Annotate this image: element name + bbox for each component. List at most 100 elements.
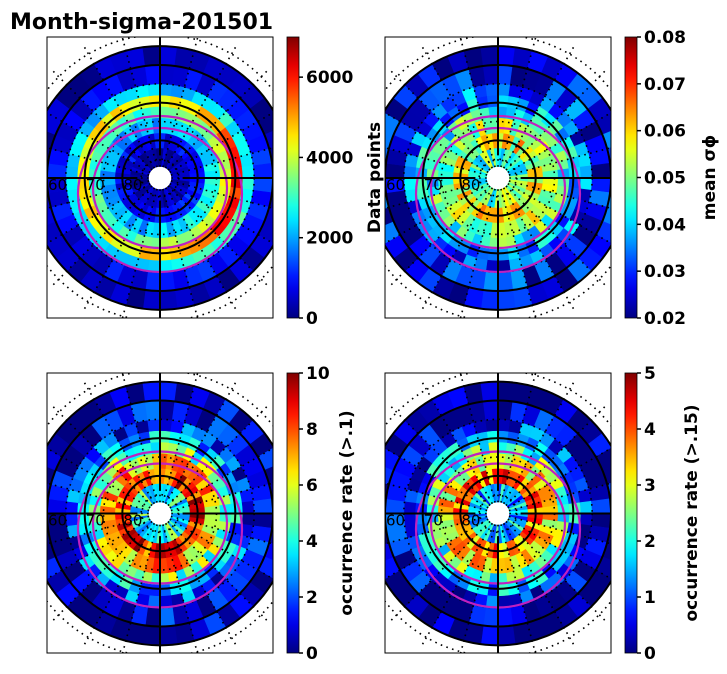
heatmap-cell — [480, 625, 499, 646]
heatmap-cell — [241, 165, 255, 179]
heatmap-cell — [497, 381, 516, 402]
lat-label-60: 60 — [386, 512, 405, 530]
panel-bottom-left: 60 70 80 0 2 4 6 8 10 occurrence rate (>.1) — [46, 364, 357, 664]
heatmap-cell — [159, 271, 176, 292]
heatmap-cell — [497, 419, 511, 432]
lat-label-80: 80 — [461, 512, 480, 530]
dotted-lat-circle — [478, 158, 518, 198]
heatmap-cell — [241, 500, 255, 514]
heatmap-cell — [485, 83, 499, 97]
heatmap-cell — [65, 500, 79, 514]
pole-hole — [148, 166, 172, 190]
heatmap-cell — [241, 513, 255, 527]
colorbar-tick-label: 0.08 — [644, 28, 686, 48]
pole-hole — [148, 502, 172, 525]
colorbar-tick-label: 10 — [306, 364, 330, 384]
heatmap-cell — [385, 513, 387, 529]
heatmap-cell — [403, 177, 417, 191]
heatmap-cell — [482, 400, 499, 421]
heatmap-cell — [497, 94, 510, 108]
colorbar-tick-label: 4000 — [306, 148, 353, 168]
heatmap-cell — [497, 430, 510, 443]
heatmap-cell — [485, 419, 499, 432]
heatmap-cell — [65, 165, 79, 179]
heatmap-cell — [497, 271, 514, 292]
lat-label-70: 70 — [86, 512, 105, 530]
colorbar — [624, 372, 638, 654]
colorbar — [286, 372, 300, 654]
polar-plot: 60 70 80 — [47, 37, 273, 318]
colorbar-tick-label: 0 — [644, 644, 656, 664]
heatmap-cell — [403, 165, 417, 179]
heatmap-cell — [142, 625, 161, 646]
heatmap-cell — [159, 419, 173, 432]
heatmap-cell — [497, 289, 516, 311]
heatmap-cell — [144, 64, 161, 85]
lat-label-80: 80 — [123, 176, 142, 194]
polar-plot: 60 70 80 — [47, 373, 273, 653]
heatmap-cell — [148, 94, 161, 108]
heatmap-cell — [497, 83, 511, 97]
heatmap-cell — [159, 381, 178, 402]
colorbar-tick-label: 0 — [306, 309, 318, 329]
colorbar-tick-label: 4 — [644, 420, 656, 440]
colorbar-tick-label: 0.07 — [644, 75, 686, 95]
heatmap-cell — [403, 513, 417, 527]
heatmap-cell — [591, 162, 611, 179]
heatmap-cell — [579, 165, 593, 179]
heatmap-cell — [497, 45, 516, 67]
polar-plot: 60 70 80 — [385, 37, 611, 318]
colorbar-tick-label: 2000 — [306, 229, 353, 249]
colorbar — [624, 36, 638, 319]
heatmap-cell — [159, 625, 178, 646]
heatmap-cell — [497, 606, 514, 627]
heatmap-cell — [486, 584, 499, 597]
heatmap-cell — [253, 162, 273, 179]
panel-top-left: 60 70 80 0 2000 4000 6000 Data points — [46, 36, 385, 329]
heatmap-cell — [403, 500, 417, 514]
colorbar-label: mean σϕ — [700, 135, 720, 221]
colorbar-tick-label: 0.02 — [644, 309, 686, 329]
heatmap-cell — [148, 584, 161, 597]
pole-hole — [486, 166, 510, 190]
heatmap-cell — [497, 625, 516, 646]
colorbar-tick-label: 0.03 — [644, 262, 686, 282]
heatmap-cell — [159, 45, 178, 67]
colorbar-label: Data points — [365, 122, 385, 233]
heatmap-cell — [480, 45, 499, 67]
heatmap-cell — [47, 162, 49, 179]
lat-label-60: 60 — [386, 176, 405, 194]
colorbar-tick-label: 8 — [306, 420, 318, 440]
dotted-lat-circle — [478, 493, 518, 534]
colorbar-label: occurrence rate (>.15) — [682, 404, 702, 621]
heatmap-cell — [159, 94, 172, 108]
heatmap-cell — [159, 584, 172, 597]
dotted-lat-circle — [140, 493, 180, 534]
heatmap-cell — [142, 45, 161, 67]
colorbar-tick-label: 0.05 — [644, 169, 686, 189]
heatmap-cell — [480, 289, 499, 311]
colorbar-tick-label: 6000 — [306, 68, 353, 88]
panel-bottom-right: 60 70 80 0 1 2 3 4 5 occurrence rate (>.15) — [384, 364, 702, 664]
axes-frame — [384, 36, 612, 319]
heatmap-cell — [159, 289, 178, 311]
colorbar-tick-label: 3 — [644, 476, 656, 496]
lat-label-80: 80 — [461, 176, 480, 194]
lat-label-60: 60 — [48, 176, 67, 194]
heatmap-cell — [147, 419, 161, 432]
heatmap-cell — [159, 430, 172, 443]
colorbar-tick-label: 4 — [306, 532, 318, 552]
polar-plot: 60 70 80 — [385, 373, 611, 653]
heatmap-cell — [579, 177, 593, 191]
colorbar-tick-label: 1 — [644, 588, 656, 608]
panel-top-right: 60 70 80 0.02 0.03 0.04 0.05 0.06 0.07 0.08 mean σ… — [384, 28, 720, 329]
heatmap-cell — [144, 400, 161, 421]
heatmap-cell — [486, 248, 499, 262]
lat-label-60: 60 — [48, 512, 67, 530]
heatmap-cell — [241, 177, 255, 191]
heatmap-cell — [579, 513, 593, 527]
heatmap-cell — [497, 584, 510, 597]
colorbar-tick-label: 2 — [644, 532, 656, 552]
heatmap-cell — [159, 83, 173, 97]
